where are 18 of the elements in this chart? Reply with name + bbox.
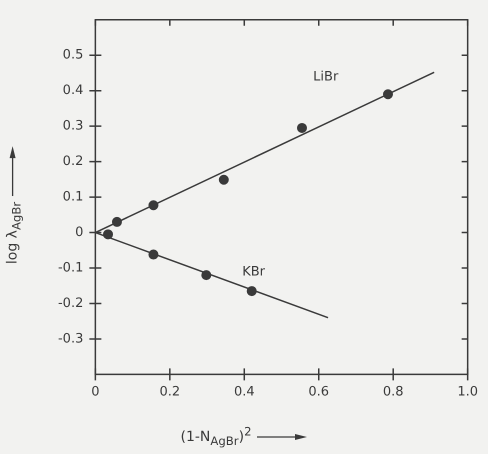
x-tick-label: 1.0 bbox=[457, 384, 478, 400]
y-tick-label: -0.2 bbox=[58, 296, 84, 311]
series-label: KBr bbox=[242, 264, 266, 280]
x-tick-label: 0 bbox=[91, 384, 100, 400]
y-tick-label: 0 bbox=[75, 224, 84, 240]
x-tick-label: 0.8 bbox=[382, 384, 404, 400]
x-tick-label: 0.2 bbox=[159, 384, 180, 400]
y-tick-label: 0.5 bbox=[62, 48, 84, 63]
text: LiBr bbox=[313, 69, 339, 84]
y-tick-label: -0.1 bbox=[58, 260, 84, 276]
y-tick-label: 0.3 bbox=[62, 118, 84, 134]
x-tick-label: 0.4 bbox=[234, 384, 255, 400]
y-tick-label: 0.2 bbox=[62, 154, 84, 170]
y-tick-label: 0.1 bbox=[62, 189, 84, 204]
y-tick-label: -0.3 bbox=[58, 331, 84, 346]
y-tick-label: 0.4 bbox=[62, 83, 84, 98]
x-tick-label: 0.6 bbox=[308, 384, 330, 400]
x-axis-title: (1-N$_{AgBr}$)$^{2}$ bbox=[180, 424, 252, 448]
